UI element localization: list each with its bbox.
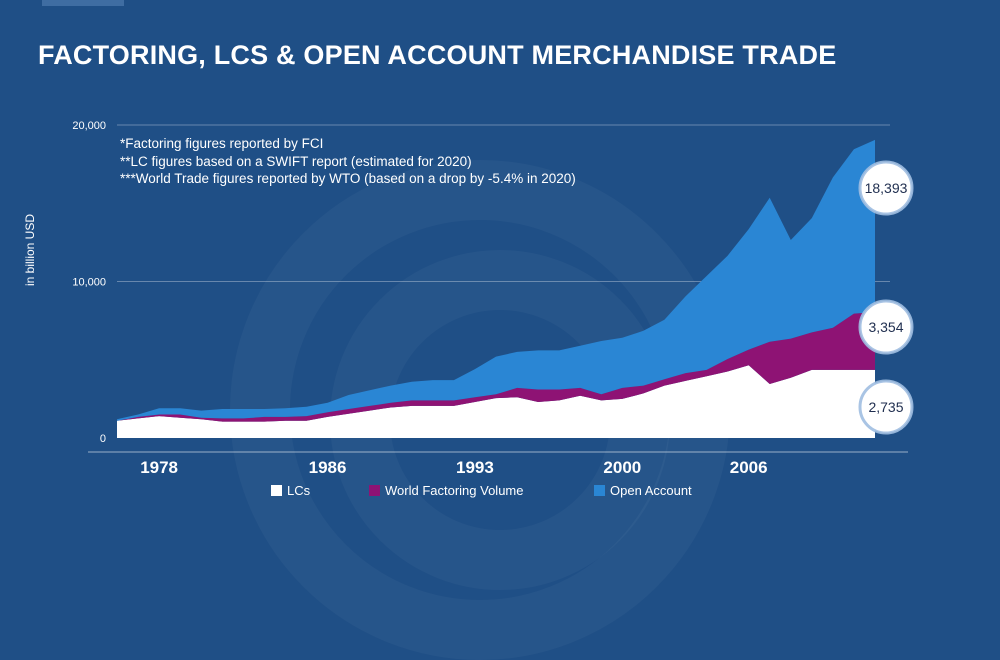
callout-value: 3,354: [868, 319, 903, 335]
legend-swatch-factoring: [369, 485, 380, 496]
legend-label-factoring: World Factoring Volume: [385, 483, 524, 498]
legend-label-open-account: Open Account: [610, 483, 692, 498]
area-world-factoring-volume: [117, 312, 875, 422]
note-world-trade: ***World Trade figures reported by WTO (…: [120, 171, 576, 186]
chart-notes: *Factoring figures reported by FCI **LC …: [120, 135, 576, 188]
callout-value: 18,393: [865, 180, 908, 196]
legend-label-lcs: LCs: [287, 483, 311, 498]
callout-0: 18,393: [858, 160, 914, 216]
x-tick-label: 2006: [730, 458, 768, 477]
x-tick-label: 1993: [456, 458, 494, 477]
chart-axes: 197819861993200020062020: [88, 451, 908, 477]
x-tick-label: 2000: [603, 458, 641, 477]
chart-legend: LCs World Factoring Volume Open Account: [0, 483, 1000, 507]
y-tick-label: 20,000: [72, 120, 106, 132]
y-axis-label: in billion USD: [23, 213, 37, 287]
callout-value: 2,735: [868, 399, 903, 415]
x-tick-label: 1978: [140, 458, 178, 477]
legend-swatch-lcs: [271, 485, 282, 496]
y-tick-label: 0: [100, 433, 106, 445]
callout-1: 3,354: [858, 299, 914, 355]
page-title: FACTORING, LCS & OPEN ACCOUNT MERCHANDIS…: [38, 40, 837, 70]
area-open-account: [117, 139, 875, 421]
legend-item-open-account: Open Account: [594, 483, 692, 498]
callout-circle: [858, 160, 914, 216]
legend-swatch-open-account: [594, 485, 605, 496]
legend-item-lcs: LCs: [271, 483, 310, 498]
chart-areas: [117, 139, 875, 438]
y-tick-label: 10,000: [72, 277, 106, 289]
legend-item-factoring: World Factoring Volume: [369, 483, 524, 498]
value-callouts: 18,393 3,354 2,735: [858, 160, 914, 435]
top-accent-bar: [42, 0, 124, 6]
x-tick-label: 1986: [309, 458, 347, 477]
callout-circle: [858, 299, 914, 355]
callout-circle: [858, 379, 914, 435]
note-factoring: *Factoring figures reported by FCI: [120, 136, 324, 151]
area-lcs: [117, 365, 875, 438]
note-lc: **LC figures based on a SWIFT report (es…: [120, 153, 472, 169]
callout-2: 2,735: [858, 379, 914, 435]
